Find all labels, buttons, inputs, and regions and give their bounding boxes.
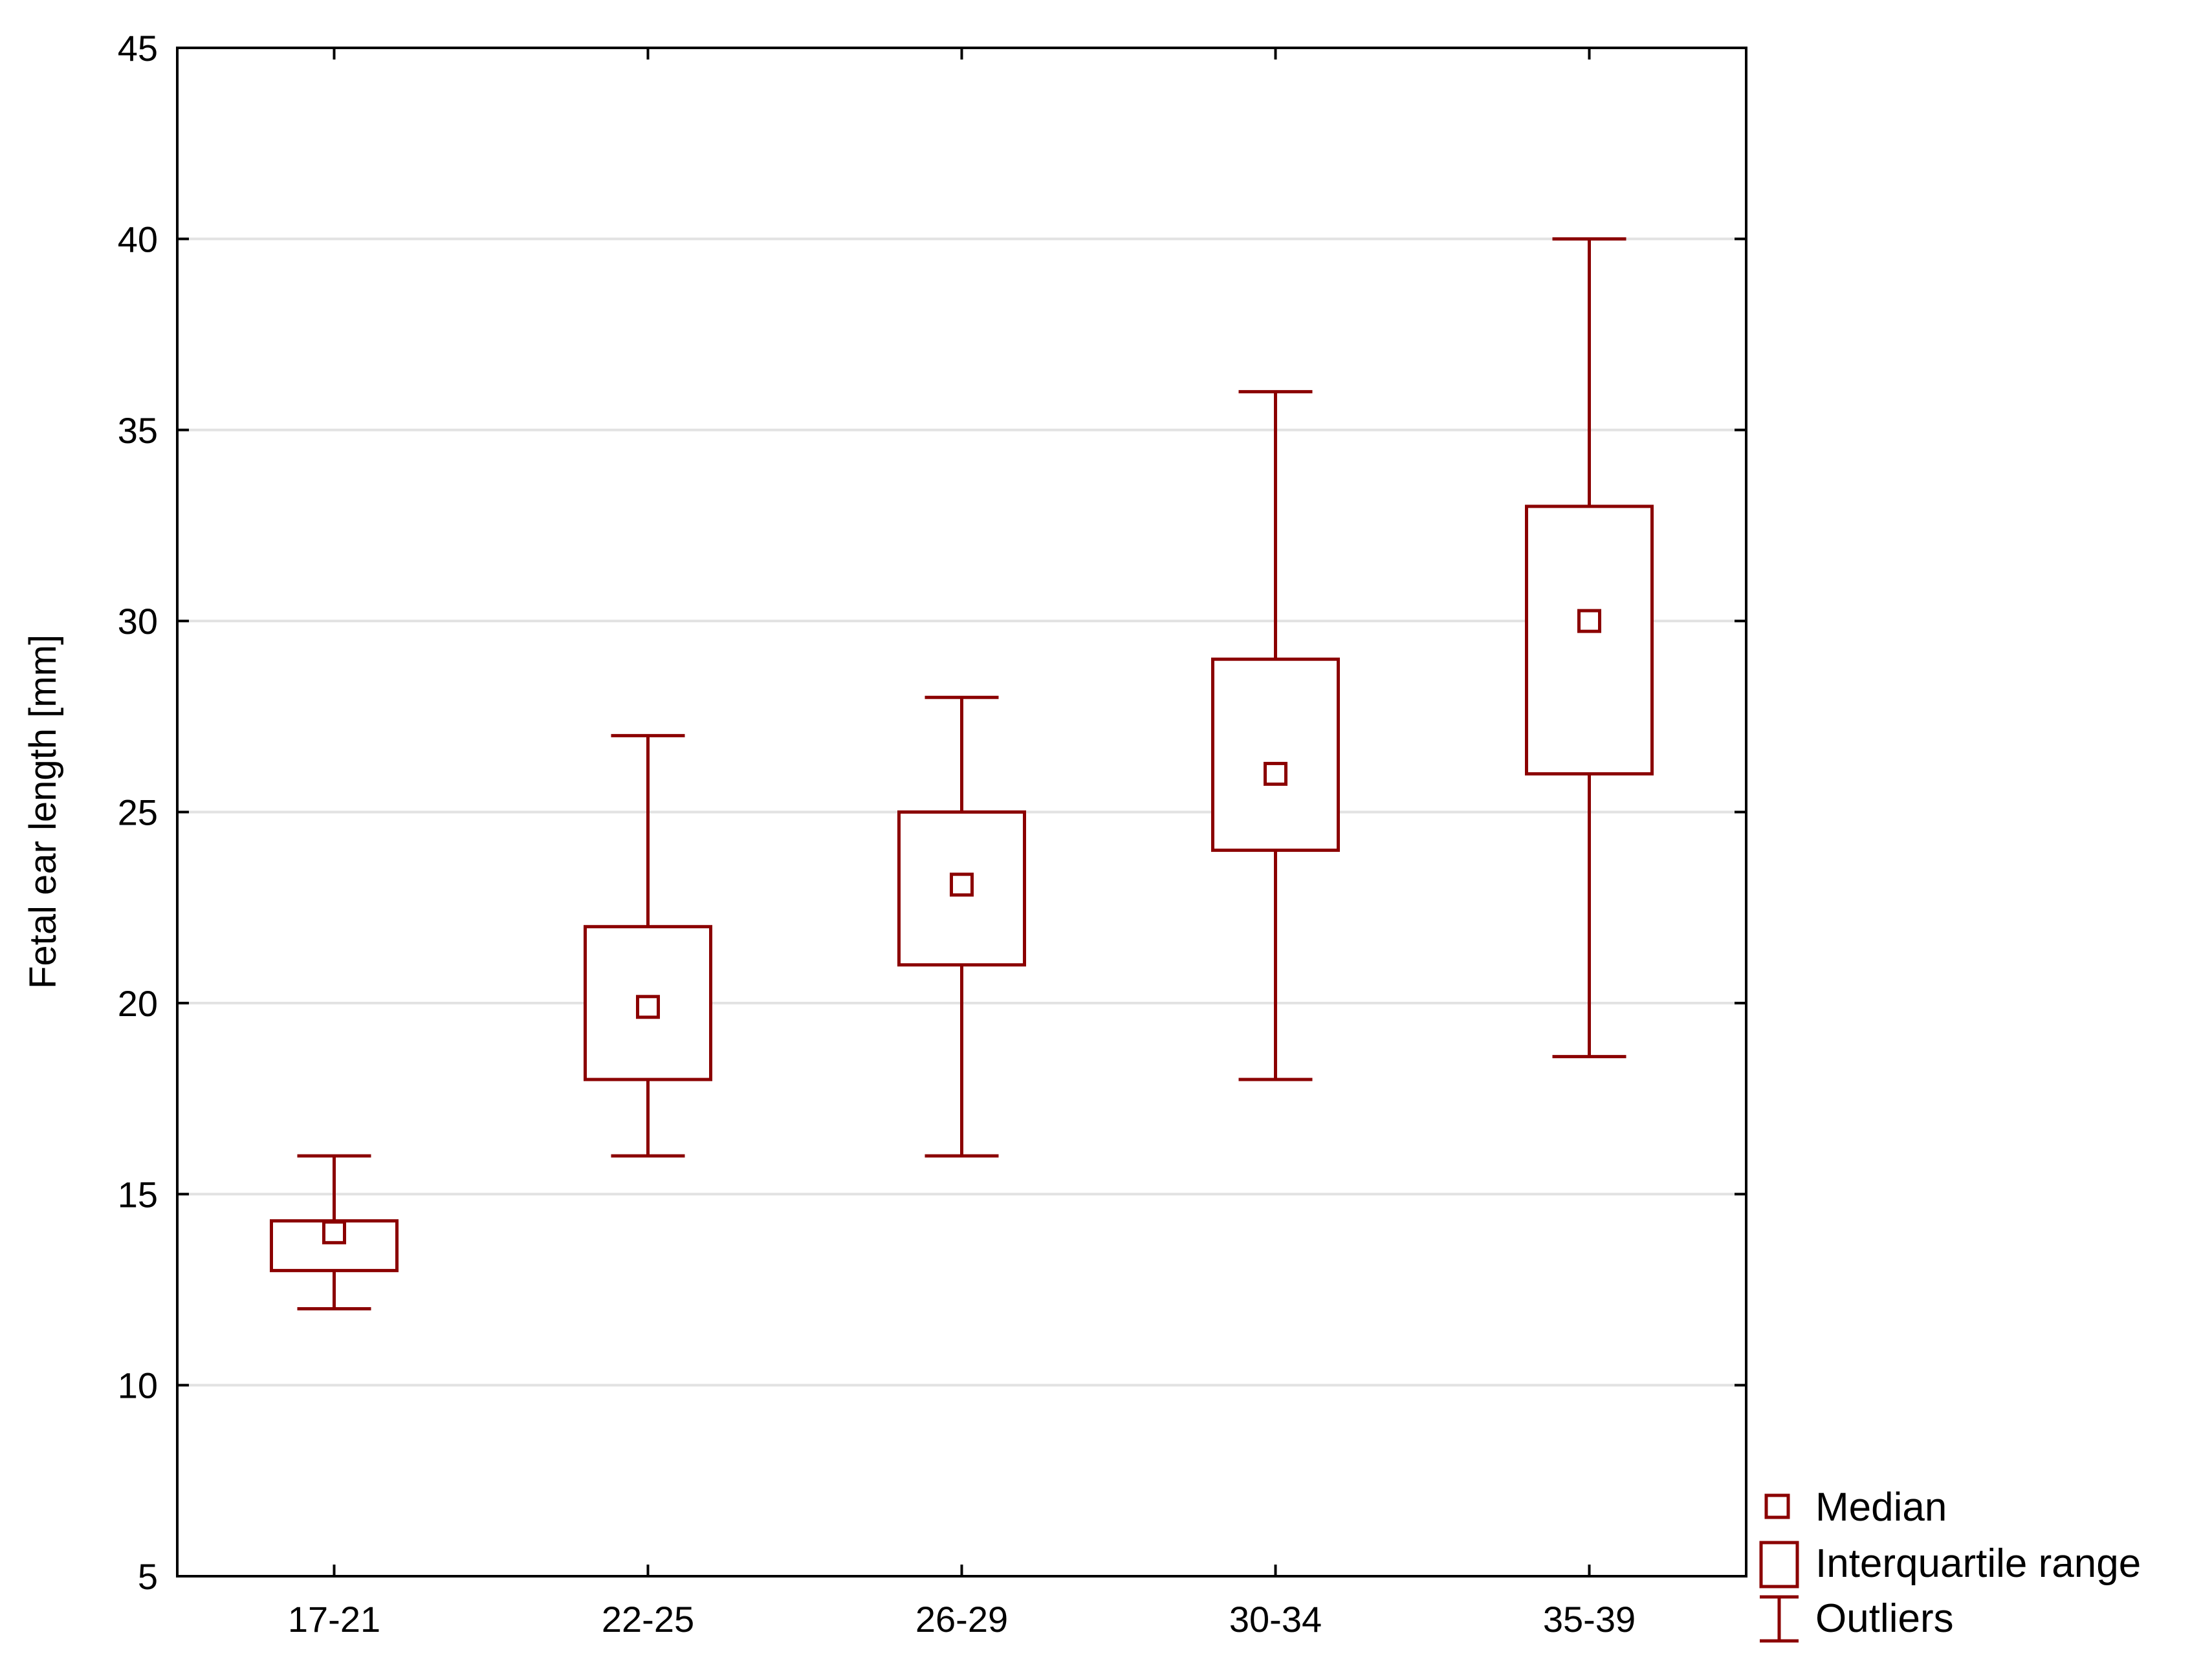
legend-median-label: Median xyxy=(1815,1485,1947,1530)
y-tick-label: 20 xyxy=(118,983,158,1024)
box-35-39 xyxy=(1525,237,1654,1059)
iqr-box xyxy=(584,925,712,1081)
y-tick-label: 30 xyxy=(118,601,158,642)
y-tick-label: 35 xyxy=(118,410,158,451)
y-tick-label: 40 xyxy=(118,219,158,259)
y-tick-label: 45 xyxy=(118,28,158,69)
median-marker xyxy=(636,995,660,1019)
box-17-21 xyxy=(270,1154,399,1310)
y-axis-ticks: 5 10 15 20 25 30 35 40 45 xyxy=(118,28,1746,1597)
legend-outliers-label: Outliers xyxy=(1815,1596,1954,1641)
x-axis-ticks: 17-21 22-25 26-29 30-34 35-39 xyxy=(288,48,1636,1640)
boxes xyxy=(270,237,1654,1310)
iqr-box xyxy=(897,810,1026,967)
iqr-box xyxy=(1525,504,1654,775)
x-tick-label: 17-21 xyxy=(288,1599,380,1640)
y-tick-label: 5 xyxy=(138,1556,158,1597)
y-tick-label: 25 xyxy=(118,792,158,833)
x-tick-label: 35-39 xyxy=(1543,1599,1636,1640)
y-tick-label: 10 xyxy=(118,1365,158,1406)
box-30-34 xyxy=(1211,390,1340,1081)
x-tick-label: 30-34 xyxy=(1229,1599,1322,1640)
legend-median-icon xyxy=(1764,1493,1790,1519)
median-marker xyxy=(1577,609,1601,633)
y-tick-label: 15 xyxy=(118,1174,158,1215)
box-26-29 xyxy=(897,695,1026,1158)
median-marker xyxy=(950,873,974,897)
legend-outliers-icon xyxy=(1760,1595,1799,1643)
y-axis-title: Fetal ear length [mm] xyxy=(22,634,64,989)
legend-iqr-label: Interquartile range xyxy=(1815,1541,2141,1586)
median-marker xyxy=(322,1220,346,1244)
legend-iqr-icon xyxy=(1759,1541,1799,1589)
box-22-25 xyxy=(584,733,712,1158)
median-marker xyxy=(1264,761,1287,786)
x-tick-label: 26-29 xyxy=(915,1599,1008,1640)
x-tick-label: 22-25 xyxy=(602,1599,694,1640)
iqr-box xyxy=(1211,657,1340,852)
legend: Median Interquartile range Outliers xyxy=(1759,1485,2141,1643)
iqr-box xyxy=(270,1219,399,1272)
